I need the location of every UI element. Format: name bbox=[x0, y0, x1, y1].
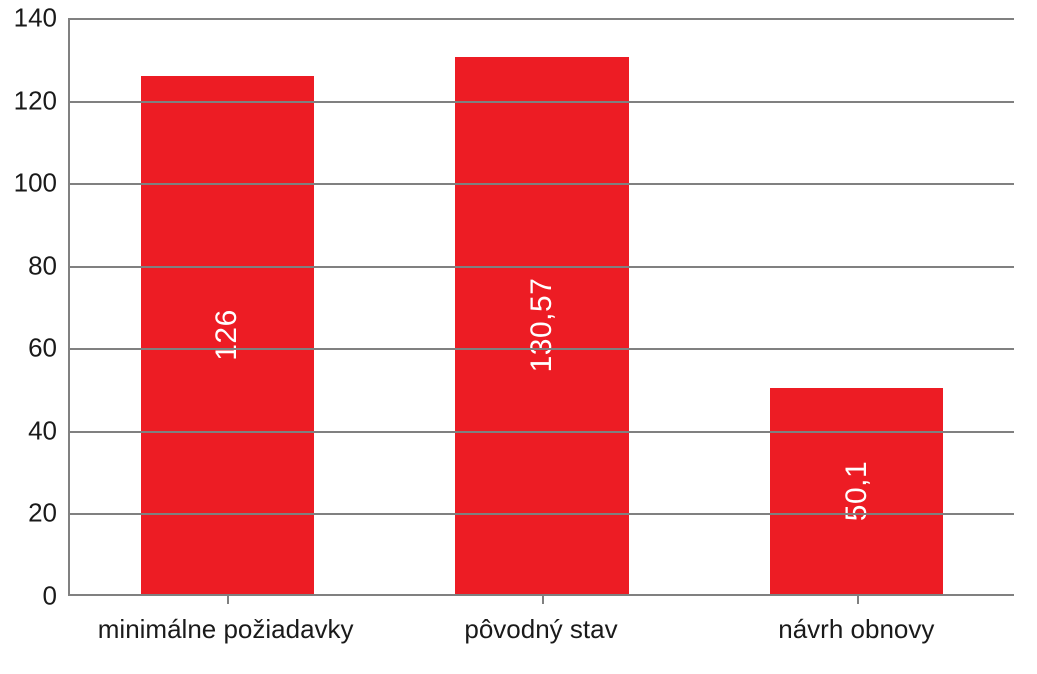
category: 50,1 bbox=[699, 18, 1014, 594]
y-tick-label: 20 bbox=[7, 498, 57, 529]
bar-value-label: 126 bbox=[210, 309, 244, 361]
x-tick-label: minimálne požiadavky bbox=[68, 608, 383, 645]
plot-area: 126 130,57 50,1 bbox=[68, 18, 1014, 596]
y-tick-label: 120 bbox=[7, 85, 57, 116]
y-tick-label: 0 bbox=[7, 581, 57, 612]
x-tick bbox=[857, 594, 859, 604]
gridline bbox=[70, 101, 1014, 103]
bar-value-label: 130,57 bbox=[525, 278, 559, 373]
bar-value-label: 50,1 bbox=[840, 461, 874, 521]
gridline bbox=[70, 266, 1014, 268]
bar: 50,1 bbox=[770, 388, 943, 594]
category: 130,57 bbox=[385, 18, 700, 594]
gridline bbox=[70, 513, 1014, 515]
bars-container: 126 130,57 50,1 bbox=[70, 18, 1014, 594]
y-tick-label: 100 bbox=[7, 168, 57, 199]
y-tick-label: 140 bbox=[7, 3, 57, 34]
y-tick-label: 60 bbox=[7, 333, 57, 364]
gridline bbox=[70, 18, 1014, 20]
gridline bbox=[70, 431, 1014, 433]
category: 126 bbox=[70, 18, 385, 594]
y-tick-label: 40 bbox=[7, 415, 57, 446]
x-tick-label: pôvodný stav bbox=[383, 608, 698, 645]
x-axis-labels: minimálne požiadavkypôvodný stavnávrh ob… bbox=[68, 608, 1014, 645]
y-tick-label: 80 bbox=[7, 250, 57, 281]
x-tick bbox=[227, 594, 229, 604]
bar-chart: 126 130,57 50,1 0 20 40 60 80 100 120 140 minimál… bbox=[0, 0, 1037, 674]
gridline bbox=[70, 183, 1014, 185]
x-tick-label: návrh obnovy bbox=[699, 608, 1014, 645]
x-tick bbox=[542, 594, 544, 604]
gridline bbox=[70, 348, 1014, 350]
bar: 126 bbox=[141, 76, 314, 594]
